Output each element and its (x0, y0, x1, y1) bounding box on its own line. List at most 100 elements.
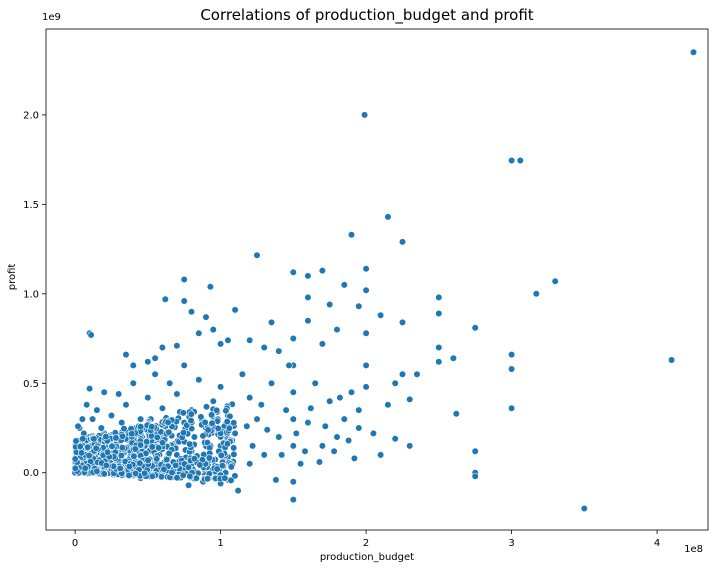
data-point (185, 481, 193, 489)
data-point (100, 470, 108, 478)
data-point (435, 293, 443, 302)
data-point (203, 475, 212, 483)
data-point (227, 476, 235, 485)
data-point (77, 449, 86, 457)
data-point (136, 441, 145, 449)
data-point (238, 370, 246, 378)
data-point (508, 351, 516, 359)
data-point (122, 401, 130, 409)
data-point (391, 379, 399, 387)
data-point (158, 439, 167, 447)
data-point (307, 404, 315, 412)
data-point (377, 311, 385, 319)
data-point (97, 424, 105, 432)
data-point (85, 385, 94, 393)
data-point (285, 361, 293, 370)
data-point (340, 415, 348, 423)
data-point (355, 406, 363, 414)
data-point (362, 286, 370, 294)
data-point (92, 444, 100, 452)
data-point (667, 356, 676, 364)
data-point (225, 424, 233, 432)
data-point (214, 424, 222, 433)
data-point (222, 407, 230, 415)
data-point (355, 302, 363, 310)
data-point (125, 471, 133, 480)
data-point (130, 452, 138, 460)
data-point (209, 326, 217, 334)
data-point (326, 300, 334, 309)
data-point (76, 442, 84, 451)
data-point (218, 462, 226, 470)
data-point (173, 342, 181, 350)
data-point (260, 343, 268, 352)
data-point (206, 283, 214, 291)
data-point (204, 426, 212, 434)
data-point (196, 461, 204, 469)
data-point (136, 459, 144, 467)
data-point (224, 336, 232, 344)
data-point (413, 370, 421, 378)
data-point (282, 406, 290, 414)
data-point (471, 324, 479, 332)
data-point (202, 313, 210, 321)
data-point (227, 463, 235, 471)
data-point (83, 401, 91, 409)
data-point (217, 451, 225, 460)
data-point (304, 293, 312, 302)
data-point (137, 423, 145, 431)
x-axis: 0 1 2 3 4 (72, 530, 660, 549)
data-point (689, 48, 698, 56)
y-axis: 0.0 0.5 1.0 1.5 2.0 (23, 110, 46, 479)
data-point (165, 449, 173, 458)
data-point (230, 450, 238, 459)
data-point (406, 395, 414, 404)
data-point (246, 336, 254, 344)
data-point (330, 447, 338, 455)
data-point (187, 416, 195, 425)
data-point (179, 409, 187, 417)
data-point (166, 379, 174, 387)
data-point (347, 388, 356, 396)
data-point (272, 476, 280, 484)
data-point (72, 437, 80, 445)
data-point (362, 329, 370, 337)
data-point (304, 317, 312, 325)
data-point (249, 442, 257, 450)
data-point (137, 415, 145, 423)
y-tick-label: 1.0 (23, 289, 39, 300)
data-point (164, 418, 172, 427)
data-point (197, 413, 205, 421)
data-point (260, 451, 268, 459)
data-point (100, 388, 108, 396)
data-point (257, 401, 265, 409)
data-point (187, 308, 196, 316)
data-point (141, 469, 149, 477)
data-point (118, 419, 126, 427)
data-point (117, 451, 125, 460)
data-point (292, 429, 300, 438)
data-point (275, 347, 283, 355)
data-point (377, 451, 385, 459)
data-point (398, 318, 407, 327)
data-point (406, 442, 414, 450)
data-point (93, 406, 101, 414)
data-point (243, 422, 251, 430)
data-point (289, 478, 297, 486)
data-point (361, 111, 369, 119)
data-point (128, 430, 136, 438)
data-point (165, 428, 173, 436)
data-point (304, 419, 312, 427)
data-point (318, 340, 327, 348)
x-tick-label: 2 (363, 538, 369, 549)
data-point (108, 442, 116, 450)
data-point (253, 415, 261, 423)
data-point (362, 383, 370, 391)
data-point (118, 432, 127, 440)
data-point (184, 463, 193, 472)
data-point (190, 455, 198, 463)
data-point (120, 425, 128, 433)
data-point (508, 404, 516, 412)
data-point (173, 474, 181, 482)
data-point (102, 433, 110, 441)
